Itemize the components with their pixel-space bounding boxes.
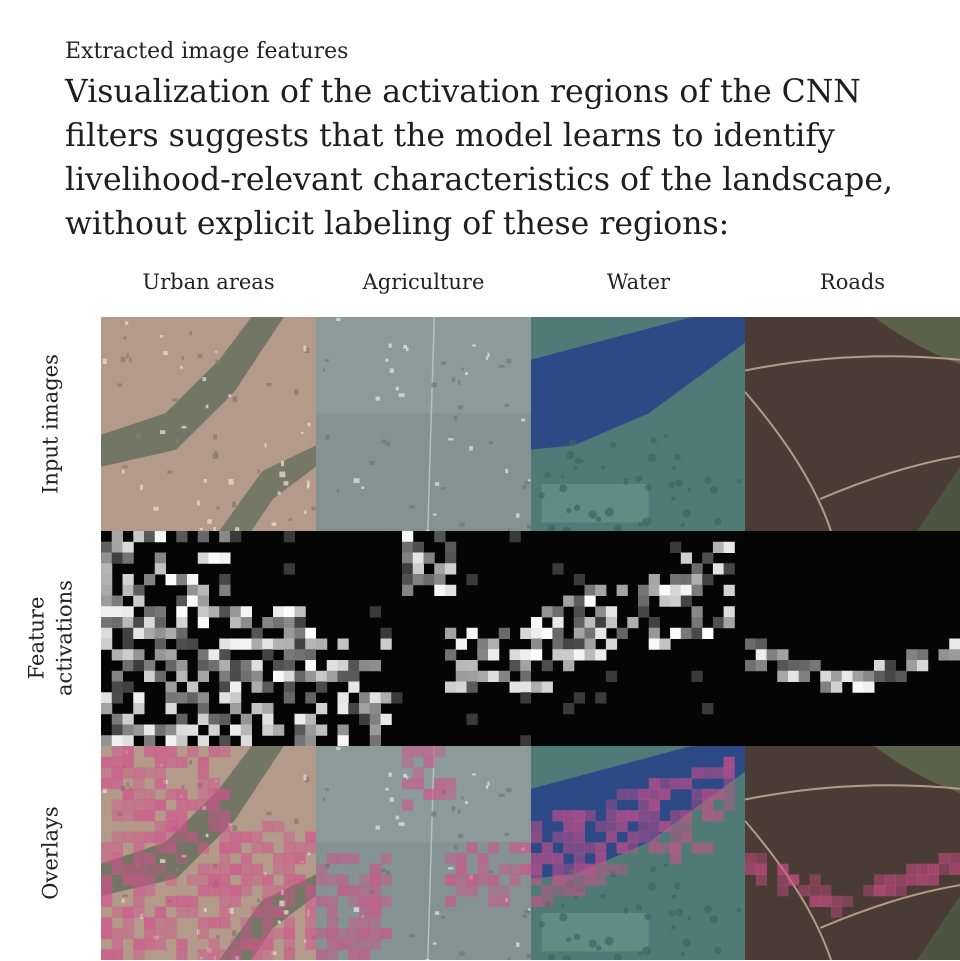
input-image-urban — [101, 317, 316, 531]
row-label-feature-activations: Feature activations — [1, 531, 101, 746]
column-header-agriculture: Agriculture — [316, 268, 531, 296]
figure-kicker: Extracted image features — [65, 38, 348, 66]
image-grid — [101, 317, 960, 960]
column-header-roads: Roads — [745, 268, 960, 296]
row-label-overlays: Overlays — [1, 746, 101, 961]
input-image-agriculture — [316, 317, 531, 531]
overlay-water — [531, 746, 745, 960]
activation-map-agriculture — [316, 531, 531, 746]
figure-headline: Visualization of the activation regions … — [65, 70, 945, 246]
activation-map-water — [531, 531, 745, 746]
activation-map-roads — [745, 531, 960, 746]
activation-map-urban — [101, 531, 316, 746]
row-label-input-images: Input images — [1, 317, 101, 532]
input-image-roads — [745, 317, 960, 531]
column-header-water: Water — [531, 268, 746, 296]
overlay-roads — [745, 746, 960, 960]
overlay-agriculture — [316, 746, 531, 960]
input-image-water — [531, 317, 745, 531]
column-header-urban: Urban areas — [101, 268, 316, 296]
overlay-urban — [101, 746, 316, 960]
